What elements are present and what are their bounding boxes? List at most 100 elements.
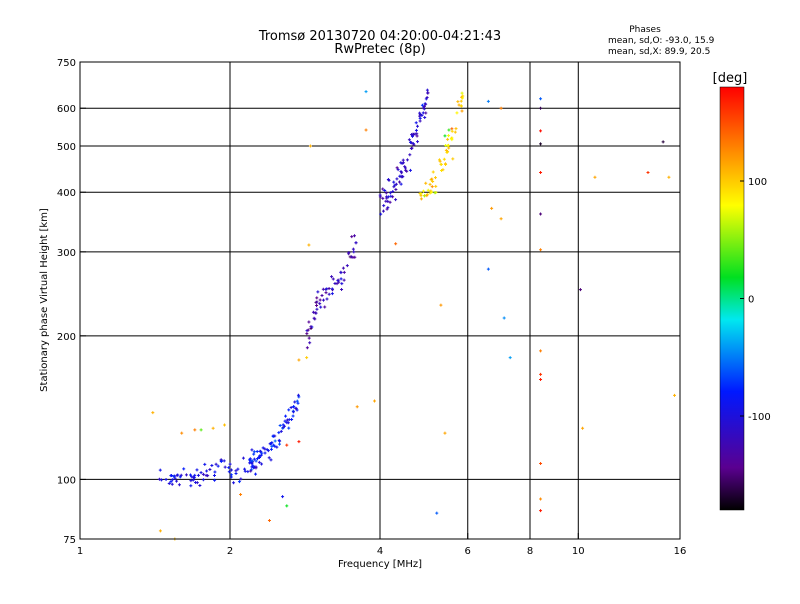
data-point	[439, 303, 443, 307]
data-point	[451, 157, 455, 161]
data-point	[190, 475, 194, 479]
data-point	[270, 444, 274, 448]
data-point	[430, 190, 434, 194]
data-point	[396, 168, 400, 172]
data-point	[430, 177, 434, 181]
data-point	[275, 445, 279, 449]
data-point	[193, 428, 197, 432]
data-point	[424, 111, 428, 115]
data-point	[428, 191, 432, 195]
data-point	[439, 163, 443, 167]
data-point	[539, 377, 543, 381]
data-point	[400, 171, 404, 175]
data-point	[414, 121, 418, 125]
data-point	[419, 194, 423, 198]
data-point	[539, 497, 543, 501]
data-point	[539, 97, 543, 101]
data-point	[281, 495, 285, 499]
data-point	[539, 106, 543, 110]
data-point	[407, 138, 411, 142]
data-point	[412, 143, 416, 147]
data-point	[424, 102, 428, 106]
data-point	[446, 144, 450, 148]
data-point	[319, 305, 323, 309]
data-point	[295, 399, 299, 403]
data-point	[425, 96, 429, 100]
data-point	[431, 180, 435, 184]
data-point	[400, 161, 404, 165]
data-point	[401, 158, 405, 162]
data-point	[229, 468, 233, 472]
data-point	[228, 462, 232, 466]
x-tick-label: 6	[465, 546, 471, 557]
data-point	[539, 129, 543, 133]
data-point	[490, 206, 494, 210]
x-axis-label: Frequency [MHz]	[338, 559, 422, 570]
data-point	[287, 408, 291, 412]
plot-grid	[79, 61, 681, 540]
data-point	[394, 182, 398, 186]
data-point	[269, 447, 273, 451]
data-point	[211, 426, 215, 430]
data-point	[508, 356, 512, 360]
y-tick-label: 500	[57, 142, 76, 153]
data-point	[459, 99, 463, 103]
data-point	[175, 479, 179, 483]
data-point	[667, 175, 671, 179]
data-point	[646, 170, 650, 174]
data-point	[246, 470, 250, 474]
data-point	[428, 182, 432, 186]
data-point	[318, 302, 322, 306]
data-point	[419, 197, 423, 201]
x-tick-label: 1	[77, 546, 83, 557]
data-point	[216, 464, 220, 468]
data-point	[184, 473, 188, 477]
data-point	[263, 447, 267, 451]
data-point	[393, 183, 397, 187]
data-point	[285, 504, 289, 508]
data-point	[447, 134, 451, 138]
y-tick-label: 750	[57, 58, 76, 69]
data-point	[157, 477, 161, 481]
data-point	[199, 428, 203, 432]
data-point	[339, 277, 343, 281]
data-point	[205, 469, 209, 473]
data-point	[250, 462, 254, 466]
data-point	[291, 410, 295, 414]
data-point	[460, 91, 464, 95]
x-tick-label: 4	[377, 546, 383, 557]
data-point	[391, 190, 395, 194]
data-point	[408, 153, 412, 157]
data-point	[241, 456, 245, 460]
data-point	[389, 194, 393, 198]
data-point	[254, 459, 258, 463]
data-point	[260, 451, 264, 455]
colorbar-label: [deg]	[713, 71, 748, 86]
data-point	[201, 472, 205, 476]
data-point	[454, 127, 458, 131]
data-point	[325, 297, 329, 301]
data-point	[442, 157, 446, 161]
data-point	[214, 462, 218, 466]
data-point	[426, 91, 430, 95]
data-point	[486, 99, 490, 103]
data-point	[323, 305, 327, 309]
data-point	[281, 423, 285, 427]
data-point	[203, 462, 207, 466]
data-point	[330, 287, 334, 291]
data-point	[250, 465, 254, 469]
data-point	[223, 465, 227, 469]
data-point	[337, 280, 341, 284]
data-point	[210, 463, 214, 467]
colorbar-tick-label: 100	[748, 177, 767, 188]
data-point	[167, 482, 171, 486]
data-point	[355, 405, 359, 409]
data-point	[170, 482, 174, 486]
data-point	[373, 399, 377, 403]
data-point	[252, 450, 256, 454]
data-point	[385, 207, 389, 211]
x-tick-label: 16	[674, 546, 687, 557]
data-point	[425, 88, 429, 92]
data-point	[305, 356, 309, 360]
